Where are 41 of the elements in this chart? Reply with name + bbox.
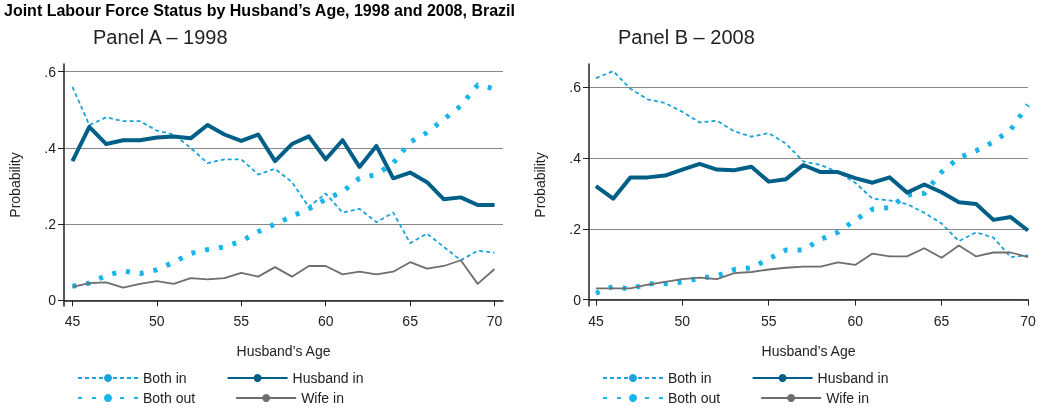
- line-series: [70, 122, 497, 208]
- legend-label: Wife in: [301, 390, 344, 406]
- x-tick-label: 65: [933, 313, 950, 329]
- x-tick-label: 70: [1020, 313, 1036, 329]
- y-tick-label: 0: [573, 291, 582, 308]
- x-tick-label: 50: [674, 313, 691, 329]
- chart-title: Joint Labour Force Status by Husband’s Age, 1998 and 2008, Brazil: [3, 1, 516, 21]
- y-tick-label: .6: [569, 79, 582, 96]
- x-tick-label: 60: [317, 313, 334, 329]
- x-tick-label: 70: [486, 313, 503, 329]
- x-tick-label: 65: [402, 313, 419, 329]
- legend-label: Husband in: [292, 370, 364, 386]
- y-tick-label: 0: [48, 292, 57, 309]
- legend-label: Husband in: [817, 370, 889, 386]
- line-series: [595, 70, 1029, 258]
- legend-label: Both in: [668, 370, 712, 386]
- x-tick-label: 50: [149, 313, 165, 329]
- chart-subtitle: Panel B – 2008: [618, 26, 755, 48]
- line-series: [71, 85, 496, 262]
- x-axis-title: Husband’s Age: [761, 343, 856, 359]
- line-series: [595, 244, 1029, 290]
- legend-label: Both in: [143, 370, 187, 386]
- x-tick-label: 60: [847, 313, 864, 329]
- legend-label: Both out: [668, 390, 721, 406]
- x-tick-label: 55: [233, 313, 250, 329]
- y-tick-label: .2: [569, 220, 582, 237]
- x-tick-label: 45: [588, 313, 604, 329]
- x-tick-label: 45: [64, 313, 81, 329]
- y-tick-label: .6: [44, 63, 57, 80]
- y-tick-label: .4: [44, 139, 57, 156]
- y-axis-title: Probability: [7, 152, 23, 218]
- line-series: [593, 161, 1030, 233]
- chart-subtitle: Panel A – 1998: [93, 26, 228, 48]
- legend-label: Wife in: [826, 390, 869, 406]
- legend-label: Both out: [143, 390, 196, 406]
- line-series: [71, 259, 496, 289]
- y-axis-title: Probability: [532, 152, 548, 218]
- y-tick-label: .2: [44, 216, 57, 233]
- x-axis-title: Husband’s Age: [236, 343, 331, 359]
- y-tick-label: .4: [569, 149, 582, 166]
- x-tick-label: 55: [760, 313, 777, 329]
